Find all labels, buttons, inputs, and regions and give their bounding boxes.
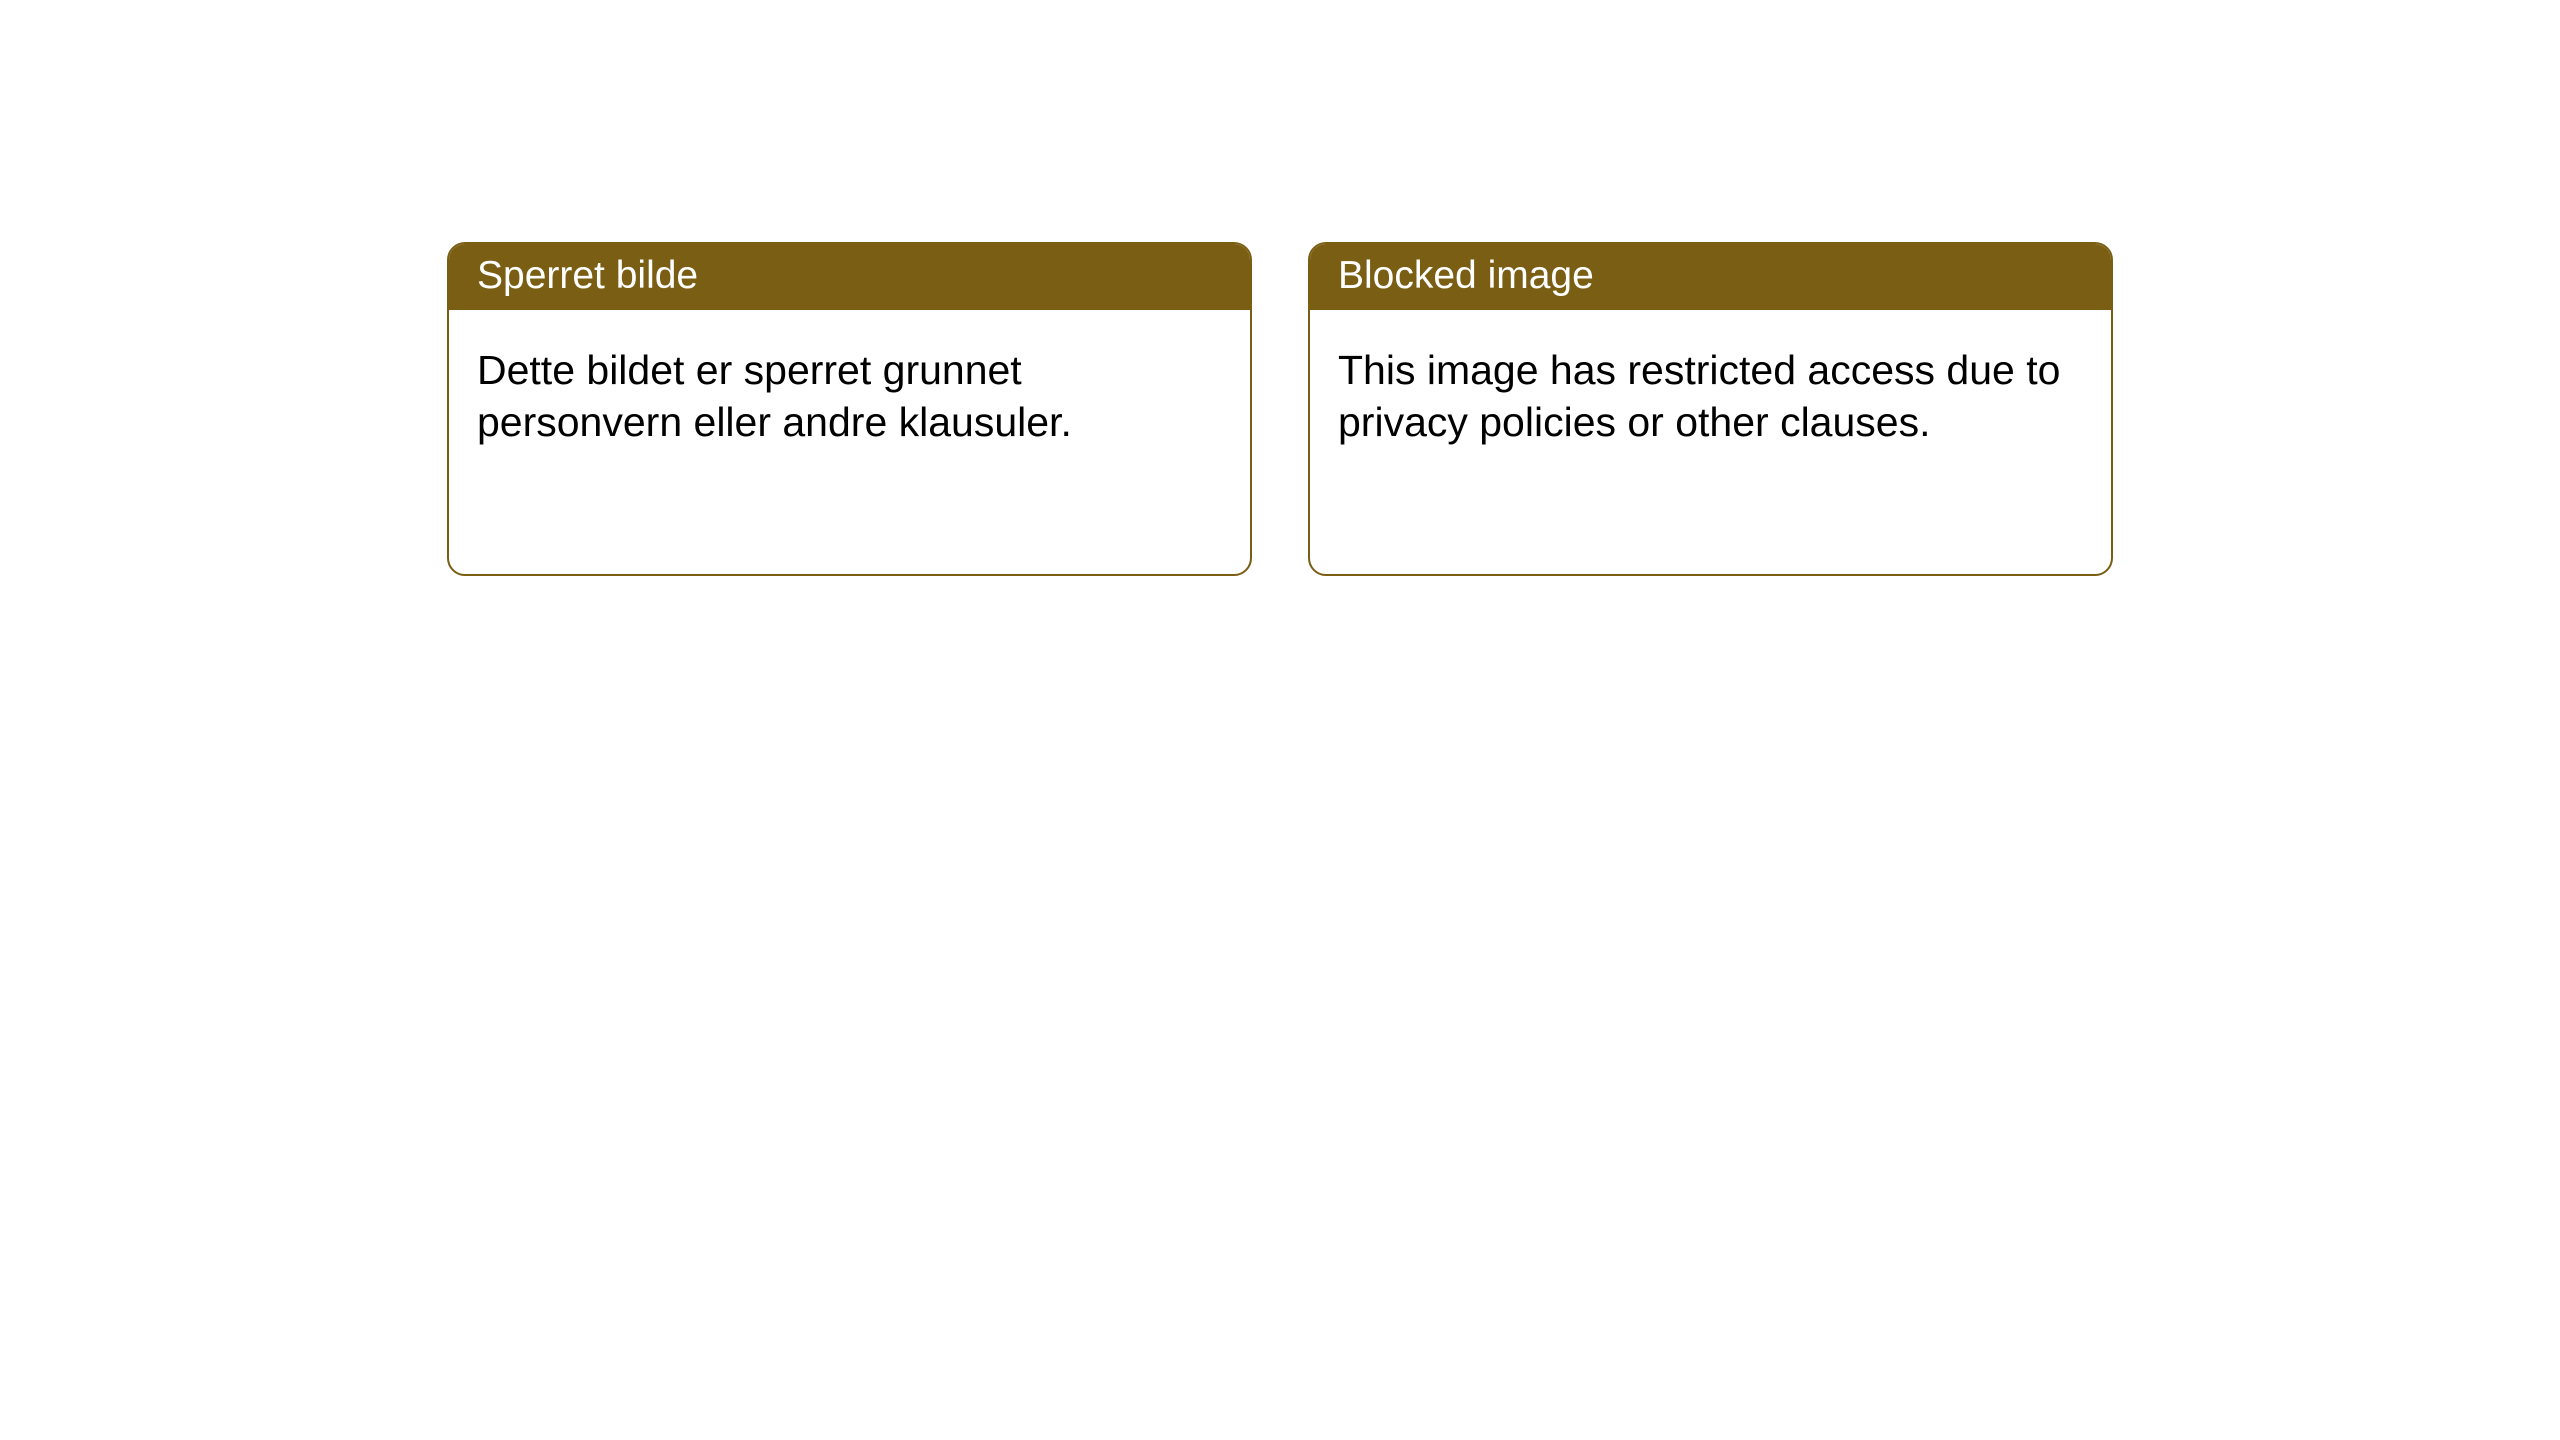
card-title: Blocked image <box>1310 244 2111 310</box>
card-title: Sperret bilde <box>449 244 1250 310</box>
card-body-text: This image has restricted access due to … <box>1310 310 2111 483</box>
notice-card-norwegian: Sperret bilde Dette bildet er sperret gr… <box>447 242 1252 576</box>
notice-card-row: Sperret bilde Dette bildet er sperret gr… <box>447 242 2113 576</box>
notice-card-english: Blocked image This image has restricted … <box>1308 242 2113 576</box>
card-body-text: Dette bildet er sperret grunnet personve… <box>449 310 1250 483</box>
